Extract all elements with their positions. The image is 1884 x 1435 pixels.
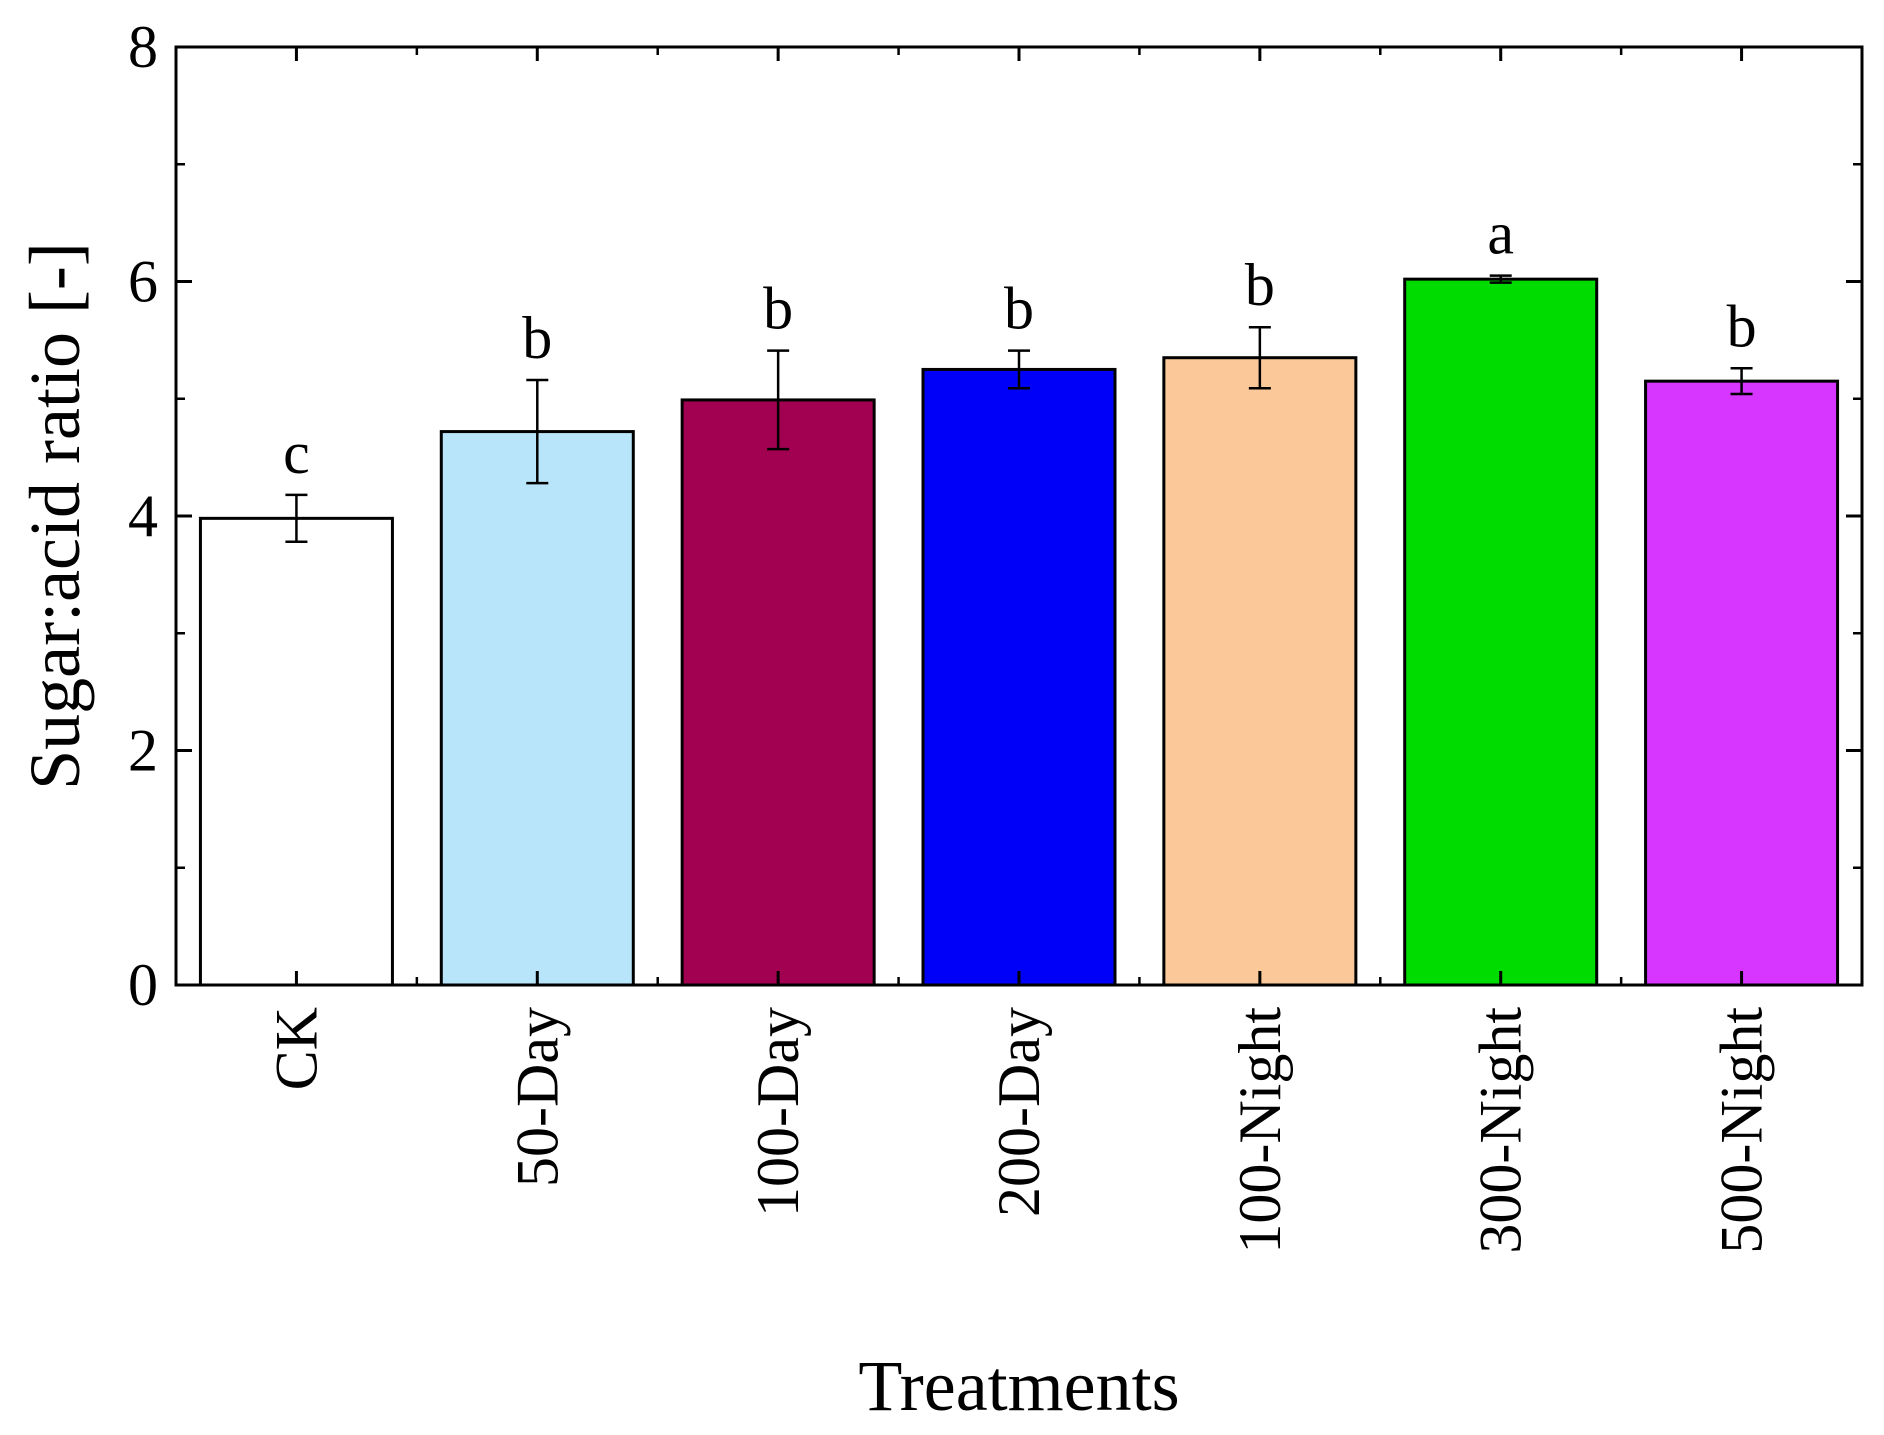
- significance-labels-layer: c b b b b a b: [283, 201, 1756, 486]
- significance-label-200-day: b: [1004, 276, 1034, 342]
- x-tick-label-200-day: 200-Day: [986, 1007, 1052, 1217]
- error-bar-200-day: [1008, 349, 1030, 390]
- x-tick-label-ck: CK: [263, 1007, 329, 1090]
- error-bars-layer: [285, 274, 1753, 544]
- bar-ck: [198, 516, 394, 987]
- x-tick-label-50-day: 50-Day: [504, 1007, 570, 1187]
- significance-label-300-night: a: [1487, 201, 1514, 267]
- error-bar-50-day: [526, 378, 549, 485]
- error-bar-500-night: [1730, 367, 1753, 396]
- significance-label-500-night: b: [1727, 293, 1757, 359]
- y-tick-label: 6: [128, 249, 158, 315]
- y-axis-title: Sugar:acid ratio [-]: [15, 242, 95, 790]
- y-tick-label: 2: [128, 718, 158, 784]
- y-tick-label: 4: [128, 483, 158, 549]
- error-bar-100-day: [767, 349, 790, 451]
- error-bar-300-night: [1489, 274, 1512, 284]
- bar-100-day: [680, 398, 876, 987]
- x-tick-label-100-night: 100-Night: [1227, 1007, 1293, 1254]
- x-tick-label-500-night: 500-Night: [1709, 1007, 1775, 1254]
- y-tick-label: 0: [128, 952, 158, 1018]
- x-tick-label-300-night: 300-Night: [1468, 1007, 1534, 1254]
- bar-200-day: [921, 367, 1117, 987]
- significance-label-ck: c: [283, 420, 310, 486]
- y-tick-label: 8: [128, 14, 158, 80]
- error-bar-100-night: [1248, 325, 1271, 390]
- bar-50-day: [439, 430, 635, 987]
- y-axis: 0 2 4 6 8: [128, 14, 1862, 1018]
- x-axis-title: Treatments: [858, 1346, 1179, 1426]
- bars-layer: [198, 277, 1840, 987]
- significance-label-100-night: b: [1245, 252, 1275, 318]
- x-tick-label-100-day: 100-Day: [745, 1007, 811, 1217]
- error-bar-ck: [285, 493, 308, 544]
- significance-label-100-day: b: [763, 276, 793, 342]
- significance-label-50-day: b: [522, 305, 552, 371]
- bar-300-night: [1403, 277, 1599, 987]
- bar-500-night: [1644, 379, 1840, 987]
- x-axis: CK 50-Day 100-Day 200-Day 100-Night 300-Night…: [263, 47, 1775, 1254]
- bar-100-night: [1162, 356, 1358, 987]
